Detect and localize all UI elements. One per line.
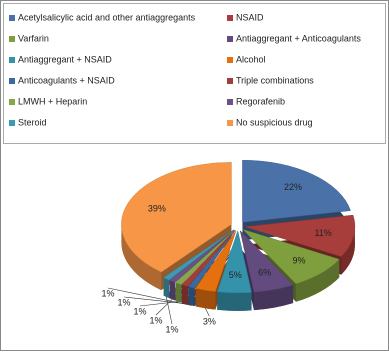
legend-label: NSAID <box>236 12 264 22</box>
legend-swatch <box>227 120 233 126</box>
slice-side <box>295 259 340 302</box>
legend-label: Antiaggregant + NSAID <box>18 54 112 64</box>
slice-side <box>217 291 252 311</box>
legend-swatch <box>227 99 233 105</box>
slice <box>244 214 356 257</box>
legend-label: Alcohol <box>236 54 266 64</box>
value-label: 39% <box>148 204 166 214</box>
value-label: 9% <box>292 255 305 265</box>
slice <box>242 229 340 285</box>
value-label: 5% <box>229 270 242 280</box>
leader-line <box>139 301 179 307</box>
slice <box>242 159 351 223</box>
slice-side <box>175 282 182 303</box>
slice <box>163 229 234 281</box>
slice-side <box>181 284 188 305</box>
leader-line <box>107 287 192 306</box>
legend-swatch <box>227 78 233 84</box>
legend-swatch <box>9 57 15 63</box>
legend-label: Anticoagulants + NSAID <box>18 75 115 85</box>
value-label: 22% <box>284 182 302 192</box>
legend-swatch <box>9 99 15 105</box>
legend-label: Antiaggregant + Anticoagulants <box>236 33 361 43</box>
legend-label: LMWH + Heparin <box>18 96 87 106</box>
value-label: 1% <box>117 297 130 307</box>
legend-swatch <box>9 36 15 42</box>
legend-swatch <box>9 15 15 21</box>
value-label: 3% <box>203 317 216 327</box>
slice <box>216 229 252 294</box>
legend-swatch <box>227 57 233 63</box>
slice <box>187 230 236 289</box>
legend-label: No suspicious drug <box>236 117 313 127</box>
slice-side <box>195 288 216 310</box>
slice <box>121 162 232 273</box>
slice-side <box>341 226 355 275</box>
value-label: 1% <box>101 288 114 298</box>
legend-swatch <box>9 78 15 84</box>
value-label: 6% <box>258 267 271 277</box>
value-label: 1% <box>133 306 146 316</box>
slice <box>168 229 235 283</box>
slice <box>175 230 235 285</box>
value-label: 1% <box>149 315 162 325</box>
legend-label: Acetylsalicylic acid and other antiaggre… <box>18 12 196 22</box>
leader-line <box>123 296 185 304</box>
slice-side <box>121 224 162 291</box>
slice-side <box>188 286 195 307</box>
slice <box>239 229 294 293</box>
legend-label: Regorafenib <box>236 96 285 106</box>
leader-line <box>155 299 173 316</box>
legend-label: Triple combinations <box>236 75 314 85</box>
legend-label: Varfarin <box>18 33 49 43</box>
slice-side <box>169 280 176 301</box>
leader-line <box>165 296 173 325</box>
leader-line <box>205 308 210 317</box>
value-label: 1% <box>165 324 178 334</box>
legend-swatch <box>9 120 15 126</box>
slice-side <box>163 277 170 299</box>
legend-label: Steroid <box>18 117 47 127</box>
legend-swatch <box>227 36 233 42</box>
value-label: 11% <box>314 228 331 238</box>
slice <box>195 230 237 292</box>
slice <box>181 230 236 287</box>
legend-swatch <box>227 15 233 21</box>
legend-frame <box>3 3 386 144</box>
